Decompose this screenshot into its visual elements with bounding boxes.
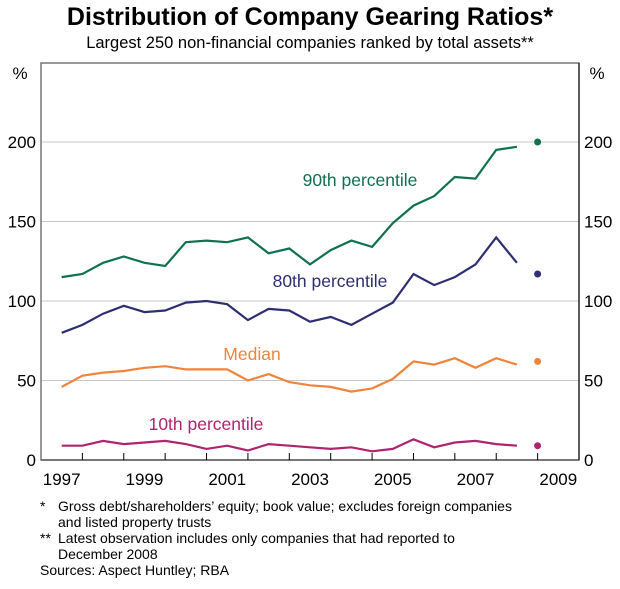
x-ticks — [81, 453, 539, 460]
series-label-90th-percentile: 90th percentile — [303, 170, 418, 190]
y-tick-labels: 0 0 50 50 100 100 150 150 200 200 — [8, 133, 613, 470]
series-line-10th-percentile — [61, 438, 517, 453]
chart-title: Distribution of Company Gearing Ratios* — [66, 3, 554, 31]
y-tick-label-left: 150 — [8, 213, 36, 232]
y-tick-label-right: 150 — [584, 213, 612, 232]
footnotes: * Gross debt/shareholders’ equity; book … — [40, 498, 512, 578]
x-tick-label: 2007 — [457, 470, 495, 489]
y-tick-label-right: 200 — [584, 133, 612, 152]
y-tick-label-right: 50 — [584, 372, 603, 391]
series-label-median: Median — [223, 344, 280, 364]
footnote-text: Gross debt/shareholders’ equity; book va… — [58, 498, 512, 530]
x-tick-label: 2009 — [539, 470, 577, 489]
y-tick-label-left: 0 — [27, 451, 36, 470]
x-tick-label: 2003 — [291, 470, 329, 489]
series-line-median — [61, 357, 518, 393]
series-labels: 90th percentile 80th percentile Median 10th… — [149, 170, 418, 434]
y-unit-right: % — [589, 64, 604, 83]
x-tick-label: 1997 — [43, 470, 81, 489]
y-tick-label-right: 0 — [584, 451, 593, 470]
latest-point-90th-percentile — [534, 138, 542, 146]
x-tick-label: 2001 — [208, 470, 246, 489]
footnote-mark: * — [40, 498, 46, 514]
plot-frame — [40, 62, 580, 461]
y-unit-left: % — [12, 64, 27, 83]
y-tick-label-left: 200 — [8, 133, 36, 152]
latest-point-80th-percentile — [534, 270, 542, 278]
series-line-80th-percentile — [61, 235, 518, 334]
latest-point-10th-percentile — [534, 442, 542, 450]
y-tick-label-right: 100 — [584, 292, 612, 311]
x-tick-labels: 1997 1999 2001 2003 2005 2007 2009 — [43, 470, 577, 489]
series-label-80th-percentile: 80th percentile — [273, 271, 388, 291]
gridlines — [41, 141, 579, 381]
x-tick-label: 1999 — [126, 470, 164, 489]
footnote-1: * Gross debt/shareholders’ equity; book … — [40, 498, 512, 530]
series-label-10th-percentile: 10th percentile — [149, 414, 264, 434]
x-tick-label: 2005 — [374, 470, 412, 489]
chart-subtitle: Largest 250 non-financial companies rank… — [86, 34, 534, 52]
footnote-text: Latest observation includes only compani… — [58, 530, 455, 562]
latest-point-median — [534, 357, 542, 365]
y-tick-label-left: 100 — [8, 292, 36, 311]
series-group — [61, 138, 542, 453]
chart: 0 0 50 50 100 100 150 150 200 200 1997 1999 2001 200… — [8, 62, 613, 489]
sources: Sources: Aspect Huntley; RBA — [40, 562, 230, 578]
series-line-90th-percentile — [61, 145, 518, 279]
footnote-2: ** Latest observation includes only comp… — [40, 530, 512, 562]
footnote-mark: ** — [40, 530, 51, 546]
y-tick-label-left: 50 — [17, 372, 36, 391]
